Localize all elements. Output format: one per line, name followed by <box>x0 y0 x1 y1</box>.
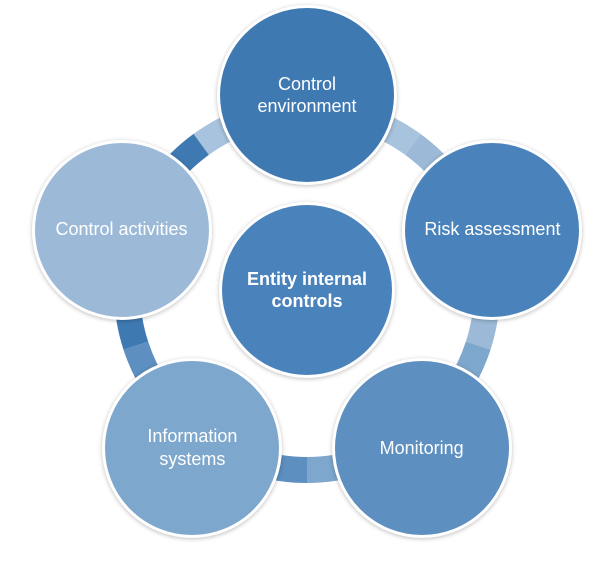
outer-node-label: Risk assessment <box>414 218 570 241</box>
outer-node-label: Information systems <box>105 425 279 470</box>
outer-node-label: Monitoring <box>370 437 474 460</box>
outer-node-label: Control environment <box>220 73 394 118</box>
outer-node-control-environment: Control environment <box>217 5 397 185</box>
outer-node-monitoring: Monitoring <box>332 358 512 538</box>
diagram-stage: Entity internal controls Control environ… <box>0 0 614 580</box>
outer-node-risk-assessment: Risk assessment <box>402 140 582 320</box>
outer-node-label: Control activities <box>46 218 198 241</box>
outer-node-information-systems: Information systems <box>102 358 282 538</box>
outer-node-control-activities: Control activities <box>32 140 212 320</box>
center-node-label: Entity internal controls <box>222 268 392 313</box>
center-node: Entity internal controls <box>219 202 395 378</box>
